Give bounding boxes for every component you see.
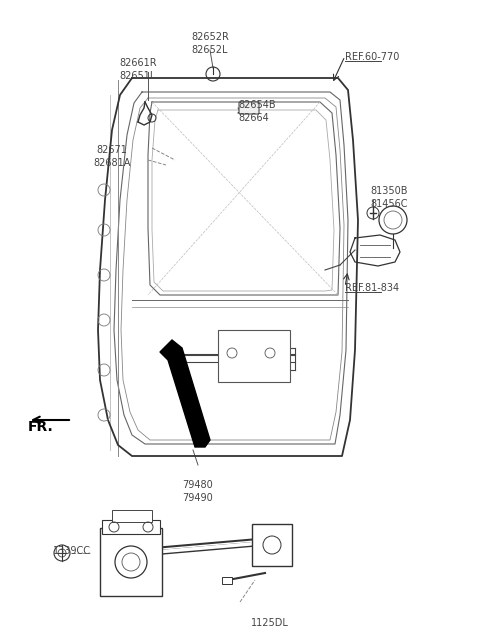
Polygon shape	[160, 340, 210, 447]
Text: 1339CC: 1339CC	[53, 546, 91, 556]
Text: 82654B
82664: 82654B 82664	[238, 100, 276, 123]
Text: 79480
79490: 79480 79490	[182, 480, 214, 503]
Bar	[218, 330, 290, 382]
Text: 1125DL: 1125DL	[251, 618, 289, 628]
FancyBboxPatch shape	[252, 524, 292, 566]
Text: 82652R
82652L: 82652R 82652L	[191, 32, 229, 55]
Text: 82661R
82651L: 82661R 82651L	[119, 58, 157, 81]
Text: REF.81-834: REF.81-834	[345, 283, 399, 293]
FancyBboxPatch shape	[239, 102, 259, 114]
Text: 81350B
81456C: 81350B 81456C	[370, 186, 408, 209]
Text: 82671
82681A: 82671 82681A	[93, 145, 131, 168]
Text: REF.60-770: REF.60-770	[345, 52, 399, 62]
FancyBboxPatch shape	[222, 577, 232, 584]
FancyBboxPatch shape	[100, 528, 162, 596]
FancyBboxPatch shape	[112, 510, 152, 522]
Text: FR.: FR.	[28, 420, 54, 434]
FancyBboxPatch shape	[102, 520, 160, 534]
